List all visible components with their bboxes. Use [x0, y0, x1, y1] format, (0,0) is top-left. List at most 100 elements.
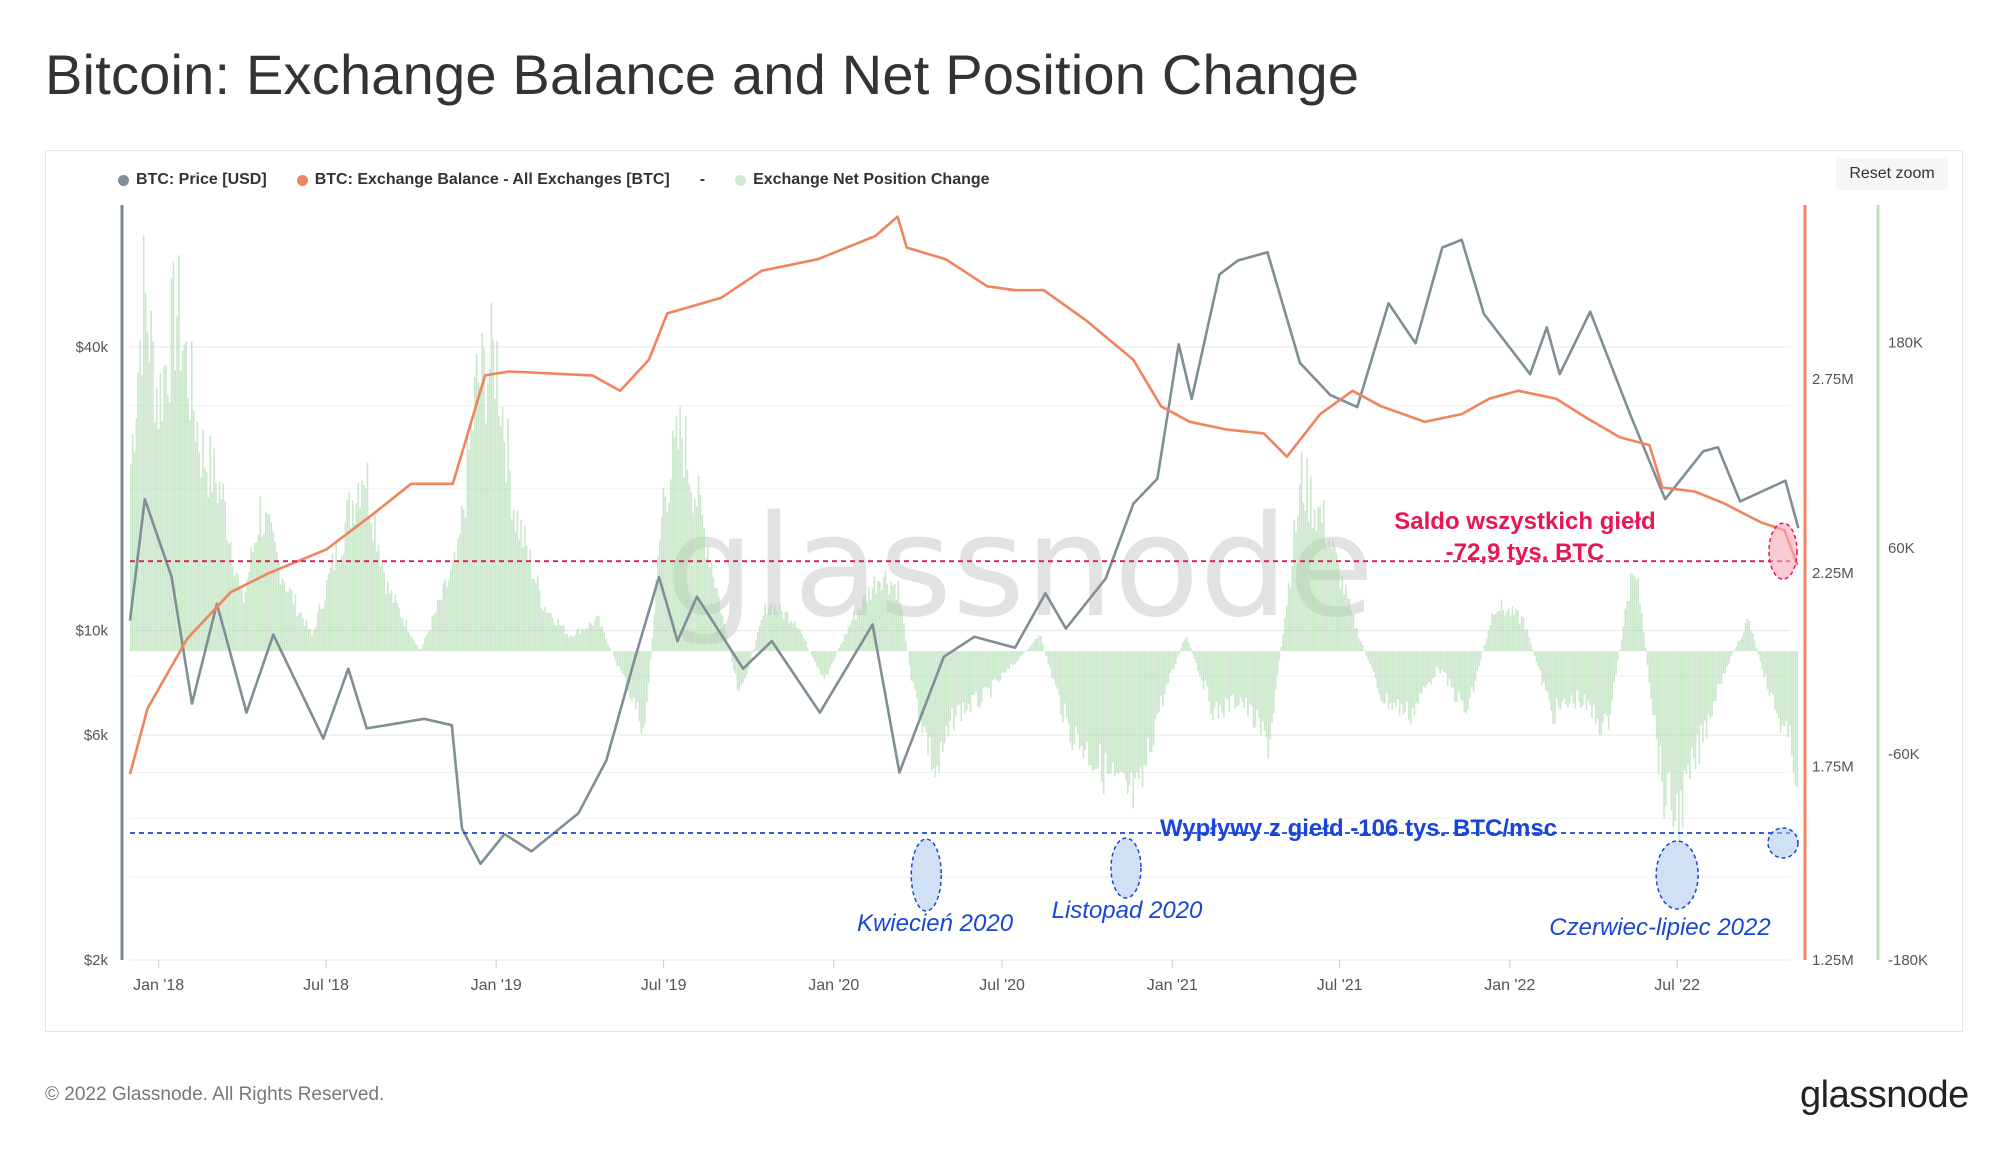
netpos-bar — [1008, 651, 1011, 669]
netpos-bar — [1224, 651, 1227, 698]
netpos-bar — [1071, 651, 1074, 751]
netpos-bar — [1243, 651, 1246, 708]
balance-annotation-line2: -72,9 tys. BTC — [1446, 539, 1605, 566]
netpos-bar — [1021, 651, 1024, 656]
netpos-bar — [838, 647, 840, 652]
netpos-bar — [1609, 651, 1612, 715]
netpos-bar — [749, 651, 752, 662]
legend-item-balance[interactable]: BTC: Exchange Balance - All Exchanges [B… — [296, 171, 670, 189]
netpos-bar — [1101, 651, 1103, 782]
netpos-bar — [651, 637, 654, 652]
netpos-bar — [684, 415, 687, 652]
netpos-bar — [174, 369, 176, 652]
netpos-bar — [1078, 651, 1081, 750]
netpos-bar — [516, 511, 519, 652]
netpos-bar — [1138, 651, 1140, 779]
netpos-bar — [1776, 651, 1778, 713]
netpos-bar — [1097, 651, 1099, 768]
netpos-bar — [414, 643, 417, 652]
reset-zoom-button[interactable]: Reset zoom — [1836, 158, 1948, 190]
netpos-bar — [1108, 651, 1111, 775]
netpos-bar — [405, 620, 408, 652]
legend-item-netpos[interactable]: Exchange Net Position Change — [735, 171, 990, 189]
netpos-bar — [557, 619, 559, 652]
netpos-bar — [1132, 651, 1135, 809]
netpos-bar — [1291, 566, 1294, 652]
netpos-bar — [803, 638, 805, 652]
netpos-bar — [183, 344, 186, 652]
netpos-bar — [1531, 649, 1534, 652]
netpos-bar — [1794, 651, 1797, 786]
netpos-bar — [131, 433, 134, 652]
netpos-bar — [1067, 651, 1070, 724]
netpos-bar — [370, 523, 373, 652]
netpos-bar — [507, 418, 509, 652]
netpos-bar — [744, 651, 746, 679]
netpos-bar — [1136, 651, 1138, 773]
legend-item-price[interactable]: BTC: Price [USD] — [118, 171, 267, 189]
netpos-bar — [675, 415, 678, 652]
netpos-bar — [1047, 651, 1049, 664]
netpos-bar — [207, 497, 210, 652]
netpos-bar — [307, 628, 310, 652]
y-balance-tick-label: 1.75M — [1812, 758, 1854, 775]
netpos-bar — [459, 534, 461, 652]
netpos-bar — [538, 590, 541, 652]
balance-annotation-line1: Saldo wszystkich giełd — [1394, 508, 1655, 535]
netpos-bar — [1173, 651, 1175, 670]
netpos-bar — [1032, 642, 1035, 652]
netpos-bar — [969, 651, 972, 713]
netpos-bar — [596, 615, 598, 652]
netpos-bar — [647, 651, 650, 684]
netpos-bar — [1594, 651, 1597, 724]
netpos-bar — [1759, 651, 1762, 662]
netpos-bar — [1765, 651, 1767, 675]
netpos-bar — [1039, 636, 1042, 652]
netpos-bar — [1034, 639, 1037, 652]
netpos-bar — [1591, 651, 1593, 719]
y-balance-tick-label: 2.25M — [1812, 565, 1854, 582]
netpos-bar — [237, 574, 239, 652]
netpos-bar — [971, 651, 974, 696]
netpos-bar — [1635, 580, 1638, 652]
netpos-bar — [292, 604, 295, 652]
netpos-bar — [1520, 616, 1523, 652]
netpos-bar — [692, 512, 694, 652]
netpos-bar — [978, 651, 981, 708]
netpos-bar — [189, 420, 191, 652]
netpos-bar — [847, 626, 850, 652]
netpos-bar — [1567, 651, 1569, 708]
netpos-bar — [498, 415, 500, 652]
netpos-bar — [1469, 651, 1471, 698]
netpos-bar — [1162, 651, 1164, 707]
netpos-bar — [1193, 651, 1196, 659]
netpos-bar — [638, 651, 641, 722]
netpos-bar — [505, 482, 508, 652]
netpos-bar — [956, 651, 959, 706]
netpos-bar — [1779, 651, 1782, 733]
netpos-bar — [1581, 651, 1584, 706]
netpos-bar — [215, 482, 217, 652]
netpos-bar — [383, 572, 385, 652]
netpos-bar — [322, 608, 324, 652]
netpos-bar — [200, 477, 202, 652]
netpos-bar — [712, 577, 715, 652]
netpos-bar — [472, 430, 474, 652]
netpos-bar — [1400, 651, 1403, 704]
netpos-bar — [320, 608, 323, 652]
netpos-bar — [522, 547, 524, 652]
netpos-bar — [466, 436, 469, 652]
netpos-bar — [1707, 651, 1710, 715]
netpos-bar — [1772, 651, 1775, 696]
netpos-bar — [139, 340, 141, 652]
netpos-bar — [625, 651, 628, 691]
netpos-bar — [407, 631, 410, 652]
netpos-bar — [1367, 651, 1369, 661]
netpos-bar — [1019, 651, 1022, 657]
netpos-bar — [438, 599, 441, 652]
netpos-bar — [1674, 651, 1677, 822]
netpos-bar — [309, 628, 312, 652]
netpos-bar — [631, 651, 633, 703]
netpos-bar — [699, 494, 702, 652]
netpos-bar — [363, 484, 365, 652]
